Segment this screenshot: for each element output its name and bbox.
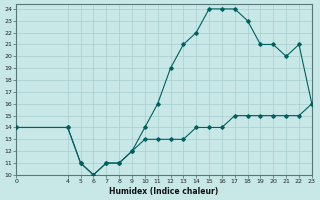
X-axis label: Humidex (Indice chaleur): Humidex (Indice chaleur) — [109, 187, 219, 196]
